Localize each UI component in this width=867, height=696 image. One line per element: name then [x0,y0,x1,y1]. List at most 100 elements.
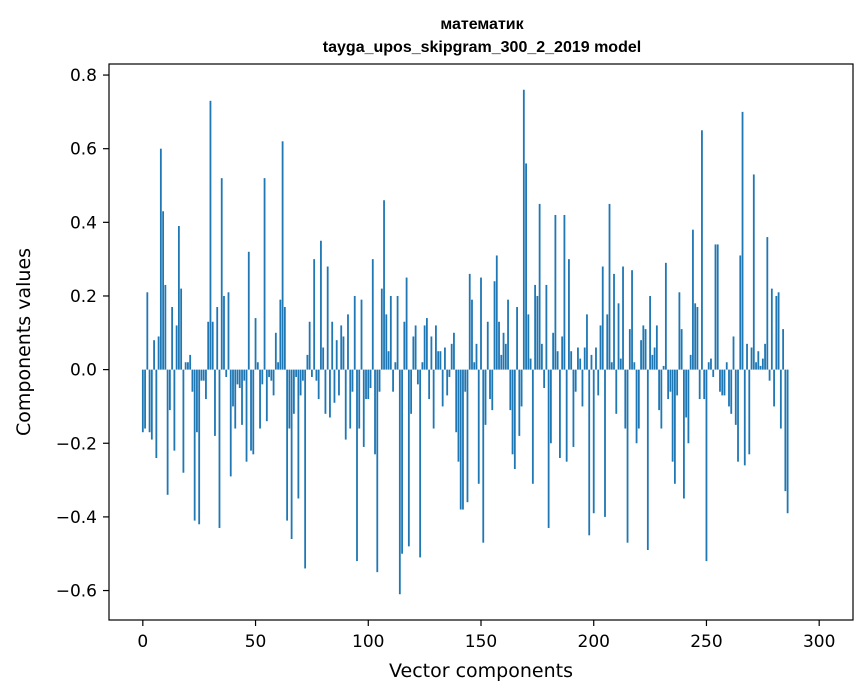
bar [761,358,764,370]
bar [635,369,638,444]
bar [141,369,144,433]
bar [552,332,555,370]
bar [191,369,194,392]
bar [351,369,354,392]
bar [281,141,284,370]
bar [637,369,640,429]
bar [701,130,703,370]
bar [538,203,541,370]
bar [356,369,358,562]
bar [777,292,780,370]
bar [624,369,627,429]
bar [592,369,595,514]
bar [214,369,216,436]
bar [631,270,633,370]
bar [610,362,613,370]
bar [232,369,234,407]
bar [511,369,514,455]
bar [301,369,304,381]
bar [256,362,259,370]
bar [486,321,489,370]
bar [730,369,733,414]
bar [595,347,597,370]
bar [658,369,661,411]
bar [579,358,582,370]
bar [549,369,552,444]
bar [306,354,309,370]
bar [586,314,588,370]
bar [712,369,715,377]
x-tick-label: 50 [245,632,267,652]
x-axis-label: Vector components [389,660,573,682]
bar [279,299,282,370]
bar [590,354,593,370]
plot-frame [108,63,854,621]
y-tick-label: 0.8 [70,66,97,86]
bar [270,369,273,381]
bar [374,369,376,455]
bar [387,351,390,370]
bar [157,336,160,370]
bar [613,273,615,370]
bar [507,299,509,370]
bar [453,332,455,370]
bar [527,314,530,370]
bar [223,295,225,370]
y-axis-ticks: −0.6 −0.4 −0.2 0.0 0.2 0.4 0.6 0.8 [56,66,109,602]
bar [540,343,543,370]
y-tick-label: 0.0 [70,361,97,381]
bar [365,369,367,400]
bar [655,325,658,370]
bar [407,369,410,547]
bar [376,369,379,573]
y-tick-label: −0.6 [56,582,97,602]
bar [322,347,325,370]
bar [480,277,482,370]
bar [737,369,739,462]
bar [209,100,212,370]
bar [692,229,694,370]
bar [423,325,426,370]
bar [299,369,302,396]
bar [768,369,771,381]
bar [773,369,775,407]
bar [719,369,721,392]
bar [261,369,264,385]
bar [513,369,516,470]
bar [146,292,149,370]
bar [295,369,298,377]
bar [455,369,458,433]
bar [430,336,433,370]
bar [622,266,624,370]
bar [241,369,243,425]
bar [202,369,205,381]
bar [725,362,728,370]
bar [283,307,286,370]
x-tick-label: 150 [465,632,497,652]
bar [775,295,778,370]
bar [234,369,237,429]
bar [385,314,388,370]
bar [714,244,717,370]
bar [333,369,336,403]
bar [462,369,464,510]
bar [509,369,512,411]
bar [547,369,550,528]
bar [155,369,158,458]
bar [148,369,151,433]
bar [450,343,453,370]
bar [651,354,654,370]
bar [421,362,424,370]
bar [687,369,690,444]
bar [168,369,171,411]
bar [534,284,537,370]
bar [617,303,620,370]
bar [673,369,676,484]
bar [482,369,485,543]
bar [342,336,345,370]
bar [721,369,724,396]
bar [698,369,701,400]
x-tick-label: 300 [803,632,835,652]
bar [247,251,250,370]
bar [644,329,647,370]
